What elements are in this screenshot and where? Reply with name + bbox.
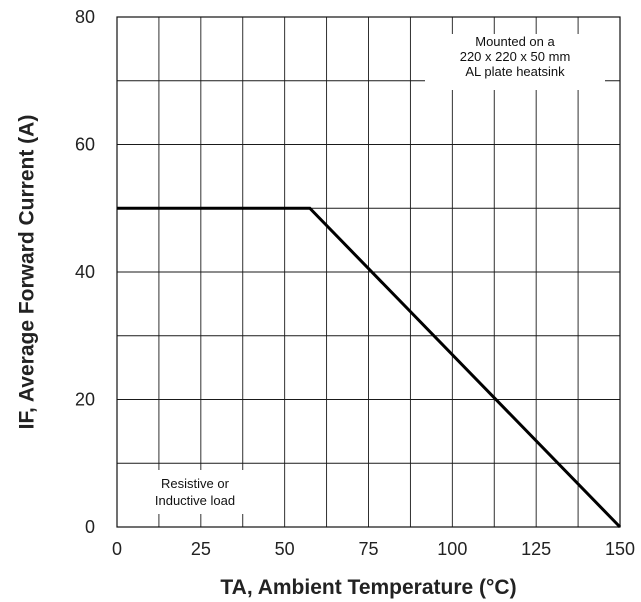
annotation-text: Inductive load — [155, 493, 235, 508]
y-tick-label: 80 — [75, 7, 95, 27]
annotation-text: AL plate heatsink — [465, 64, 565, 79]
y-tick-label: 20 — [75, 390, 95, 410]
y-tick-label: 60 — [75, 135, 95, 155]
x-tick-labels: 0 25 50 75 100 125 150 — [112, 539, 635, 559]
y-axis-title: IF, Average Forward Current (A) — [16, 115, 39, 430]
x-tick-label: 25 — [191, 539, 211, 559]
annotation-box — [136, 470, 254, 514]
annotation-text: Mounted on a — [475, 34, 555, 49]
series-layer — [117, 206, 622, 529]
x-tick-label: 0 — [112, 539, 122, 559]
x-tick-label: 50 — [275, 539, 295, 559]
x-axis-title: TA, Ambient Temperature (°C) — [220, 576, 516, 599]
plot-frame — [116, 16, 621, 528]
x-tick-label: 150 — [605, 539, 635, 559]
x-tick-label: 100 — [437, 539, 467, 559]
y-tick-labels: 0 20 40 60 80 — [75, 7, 95, 537]
series-line-forward-current — [117, 206, 622, 529]
y-tick-label: 40 — [75, 262, 95, 282]
x-tick-label: 125 — [521, 539, 551, 559]
y-tick-label: 0 — [85, 517, 95, 537]
annotation-box — [425, 34, 605, 90]
annotation-text: Resistive or — [161, 476, 230, 491]
grid-lines — [117, 17, 620, 527]
x-tick-label: 75 — [358, 539, 378, 559]
annotation-text: 220 x 220 x 50 mm — [460, 49, 571, 64]
